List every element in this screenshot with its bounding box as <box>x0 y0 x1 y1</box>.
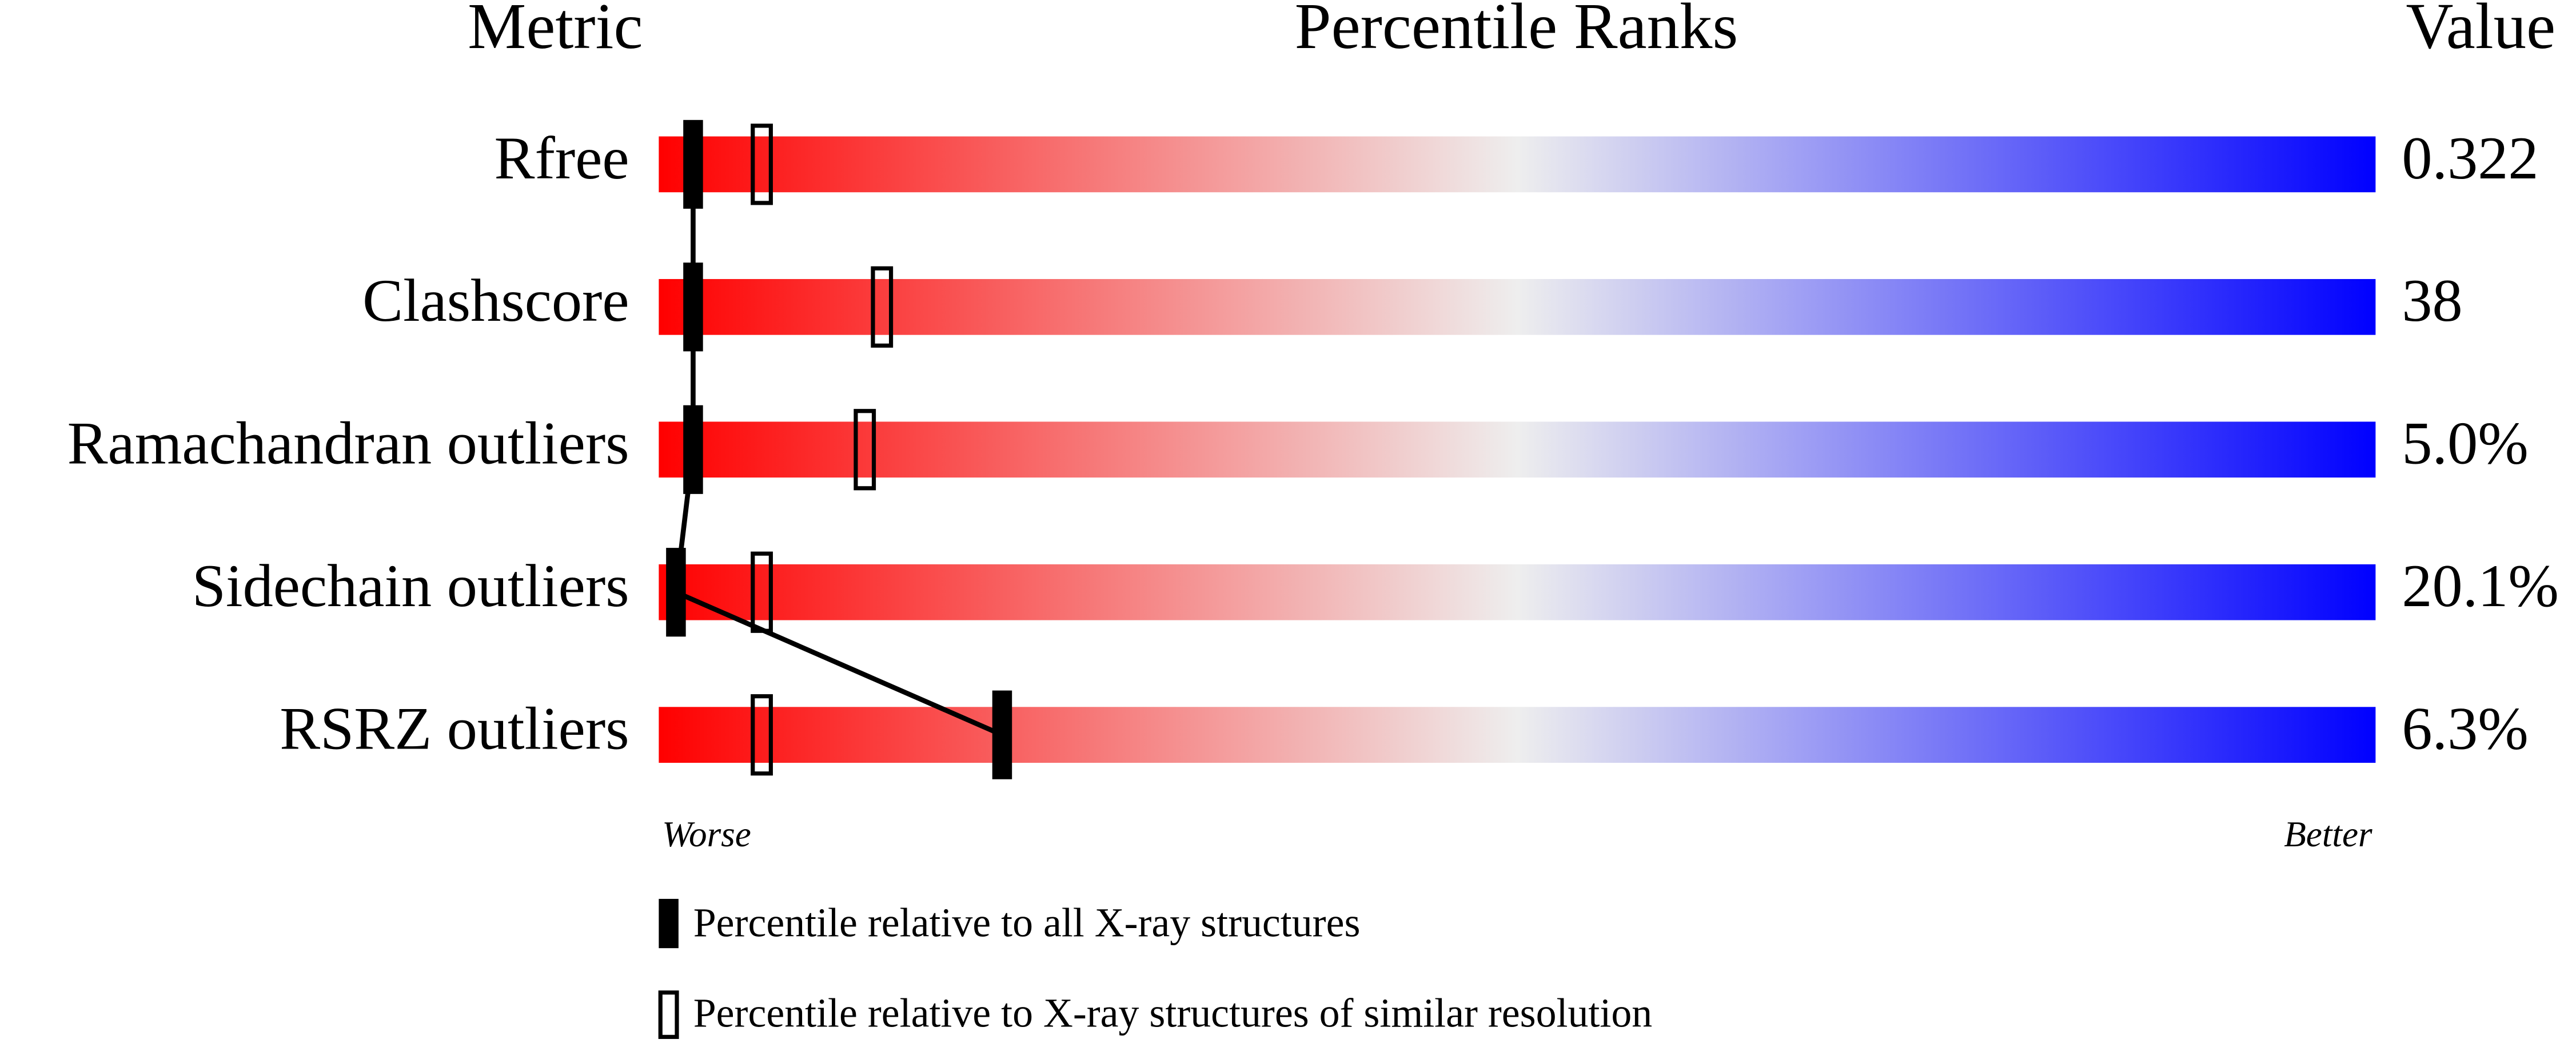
metric-label: Clashscore <box>362 266 629 334</box>
percentile-bar <box>659 421 2376 478</box>
metric-value: 5.0% <box>2402 409 2528 477</box>
legend-label: Percentile relative to X-ray structures … <box>693 990 1652 1036</box>
filled-marker <box>683 262 703 352</box>
legend-swatch <box>659 898 679 949</box>
better-label: Better <box>2284 814 2372 854</box>
open-marker <box>871 266 894 348</box>
ranks-header: Percentile Ranks <box>1295 0 1738 62</box>
percentile-bar <box>659 707 2376 763</box>
metric-header: Metric <box>468 0 643 62</box>
metric-label: Ramachandran outliers <box>67 409 629 477</box>
metric-label: Rfree <box>495 124 629 192</box>
filled-marker <box>683 405 703 494</box>
worse-label: Worse <box>662 814 751 854</box>
metric-value: 38 <box>2402 266 2462 334</box>
open-marker <box>751 694 773 776</box>
value-header: Value <box>2406 0 2555 62</box>
filled-marker <box>992 690 1012 779</box>
metric-label: Sidechain outliers <box>192 552 629 619</box>
metric-label: RSRZ outliers <box>280 695 629 762</box>
open-marker <box>751 551 773 633</box>
open-marker <box>751 124 773 205</box>
filled-marker <box>683 120 703 209</box>
percentile-bar <box>659 136 2376 193</box>
legend-swatch <box>658 990 679 1039</box>
metric-value: 0.322 <box>2402 124 2538 192</box>
percentile-bar <box>659 564 2376 620</box>
filled-marker <box>666 548 686 637</box>
legend-label: Percentile relative to all X-ray structu… <box>693 899 1361 945</box>
metric-value: 6.3% <box>2402 695 2528 762</box>
metric-value: 20.1% <box>2402 552 2559 619</box>
percentile-bar <box>659 278 2376 335</box>
open-marker <box>854 409 876 491</box>
